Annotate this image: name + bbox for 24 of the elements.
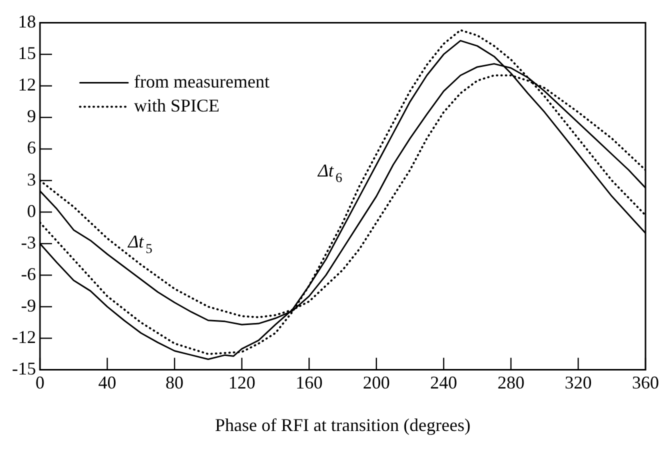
y-tick-label: 6 xyxy=(26,138,36,158)
y-tick-label: -6 xyxy=(20,264,36,284)
y-tick-label: 9 xyxy=(26,106,36,126)
x-tick-label: 360 xyxy=(632,372,659,392)
x-tick-label: 320 xyxy=(564,372,592,392)
y-tick-label: -9 xyxy=(20,295,36,316)
x-tick-label: 80 xyxy=(166,372,184,392)
y-tick-label: 15 xyxy=(18,43,36,64)
y-tick-label: 3 xyxy=(26,169,36,190)
y-tick-label: 12 xyxy=(18,74,36,95)
x-tick-label: 280 xyxy=(497,372,524,392)
legend-label: from measurement xyxy=(134,72,270,92)
x-tick-label: 160 xyxy=(296,372,323,392)
y-tick-label: -12 xyxy=(12,326,36,347)
y-tick-label: 0 xyxy=(26,200,36,221)
y-tick-label: 18 xyxy=(18,12,36,32)
x-tick-label: 40 xyxy=(98,372,116,392)
x-axis-title: Phase of RFI at transition (degrees) xyxy=(215,414,470,435)
y-tick-label: -3 xyxy=(20,232,36,252)
x-tick-label: 120 xyxy=(228,372,256,392)
x-tick-label: 240 xyxy=(430,372,458,392)
x-tick-label: 200 xyxy=(362,372,390,392)
legend-label: with SPICE xyxy=(134,96,220,116)
y-tick-label: -15 xyxy=(12,358,36,379)
